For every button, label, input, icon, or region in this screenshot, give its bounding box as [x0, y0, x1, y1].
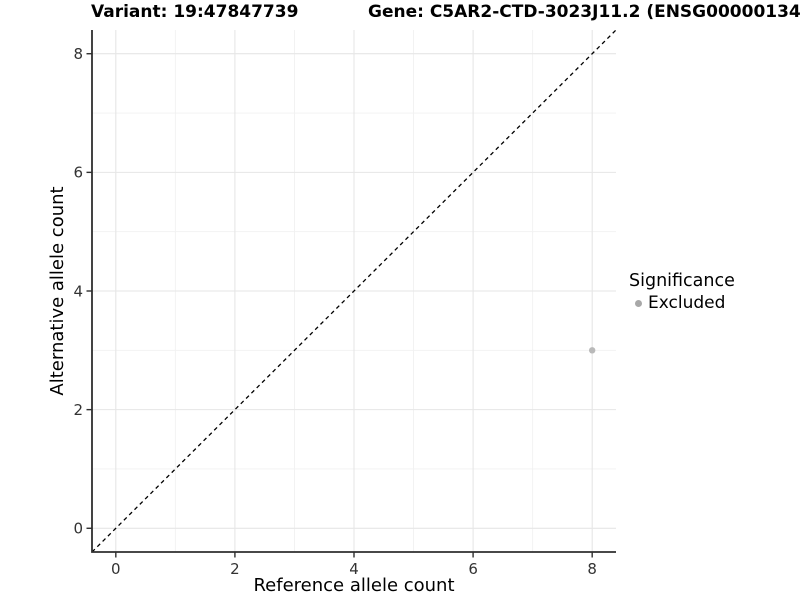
plot-title-variant: Variant: 19:47847739	[91, 2, 299, 22]
axis-lines	[91, 30, 616, 553]
y-tick-label: 0	[73, 520, 83, 538]
legend-title: Significance	[629, 271, 735, 291]
y-tick-label: 8	[73, 45, 83, 63]
x-tick-label: 8	[587, 560, 597, 578]
y-tick-label: 2	[73, 401, 83, 419]
y-tick-label: 4	[73, 282, 83, 300]
identity-reference-line	[91, 29, 617, 553]
x-tick-label: 6	[468, 560, 478, 578]
x-tick-label: 0	[111, 560, 121, 578]
plot-title-gene: Gene: C5AR2-CTD-3023J11.2 (ENSG00000134	[368, 2, 800, 22]
y-tick-label: 6	[73, 164, 83, 182]
y-axis-title: Alternative allele count	[47, 186, 68, 395]
x-axis-title: Reference allele count	[253, 575, 454, 596]
legend-point-icon	[635, 299, 642, 307]
legend-item-excluded: Excluded	[629, 293, 735, 313]
x-tick-label: 4	[349, 560, 359, 578]
x-tick-label: 2	[230, 560, 240, 578]
legend-item-label: Excluded	[648, 293, 726, 313]
data-point	[588, 347, 596, 354]
legend: Significance Excluded	[629, 271, 735, 313]
